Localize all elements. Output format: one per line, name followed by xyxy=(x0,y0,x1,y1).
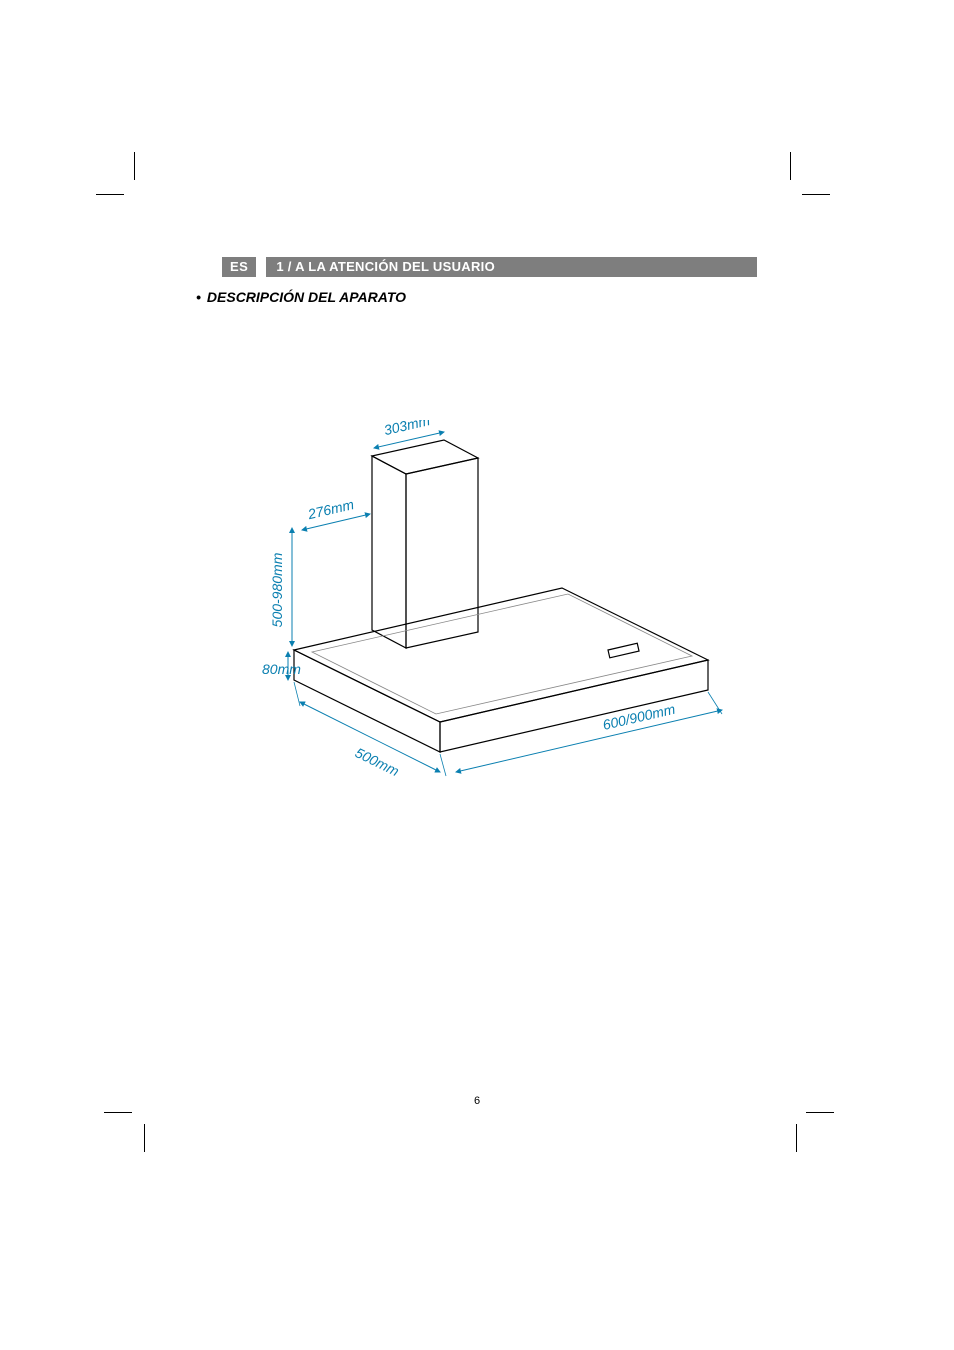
dim-label-height: 500-980mm xyxy=(269,552,285,627)
section-header: ES 1 / A LA ATENCIÓN DEL USUARIO xyxy=(222,257,757,277)
dim-label-foot: 80mm xyxy=(262,661,301,677)
section-title: 1 / A LA ATENCIÓN DEL USUARIO xyxy=(266,257,757,277)
subheading-text: DESCRIPCIÓN DEL APARATO xyxy=(207,289,406,305)
dim-label-top: 303mm xyxy=(382,420,431,438)
crop-mark xyxy=(806,1112,834,1113)
crop-mark xyxy=(96,194,124,195)
crop-mark xyxy=(144,1124,145,1152)
crop-mark xyxy=(104,1112,132,1113)
language-badge: ES xyxy=(222,257,256,277)
dim-label-mid: 276mm xyxy=(305,496,355,522)
crop-mark xyxy=(796,1124,797,1152)
crop-mark xyxy=(134,152,135,180)
bullet-icon: • xyxy=(196,289,207,305)
page-number: 6 xyxy=(0,1095,954,1107)
appliance-diagram: 303mm 276mm 500-980mm 80mm 500mm 600/900… xyxy=(252,420,742,810)
subheading: •DESCRIPCIÓN DEL APARATO xyxy=(196,289,406,305)
crop-mark xyxy=(802,194,830,195)
crop-mark xyxy=(790,152,791,180)
